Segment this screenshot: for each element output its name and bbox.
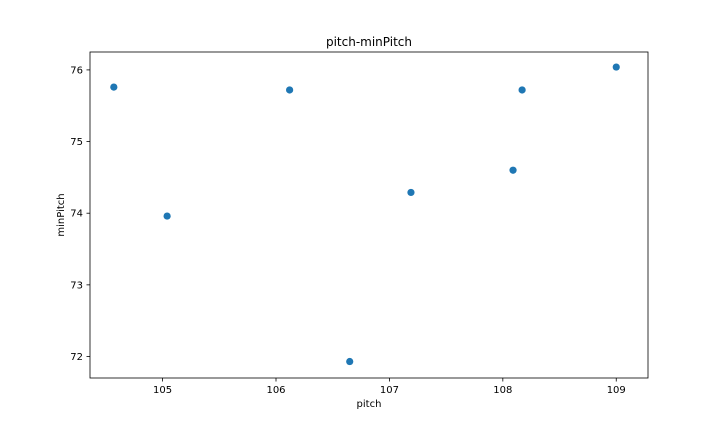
plot-frame bbox=[89, 51, 649, 379]
y-axis-label: minPitch bbox=[56, 193, 67, 236]
data-points bbox=[110, 63, 620, 366]
y-tick-label: 72 bbox=[70, 352, 83, 363]
x-tick-label: 106 bbox=[266, 385, 285, 396]
y-tick-label: 73 bbox=[70, 280, 83, 291]
x-tick-label: 107 bbox=[380, 385, 399, 396]
data-point-3 bbox=[286, 86, 294, 94]
data-point-5 bbox=[407, 188, 415, 197]
x-tick-label: 108 bbox=[493, 385, 512, 396]
y-axis-ticks: 72 73 74 75 76 bbox=[70, 65, 90, 363]
data-point-1 bbox=[110, 83, 118, 91]
y-tick-label: 75 bbox=[70, 137, 83, 148]
x-axis-ticks: 105 106 107 108 109 bbox=[153, 378, 626, 396]
y-tick-label: 76 bbox=[70, 65, 83, 76]
data-point-2 bbox=[163, 212, 171, 220]
data-point-8 bbox=[612, 63, 620, 71]
y-tick-label: 74 bbox=[70, 209, 83, 220]
data-point-4 bbox=[346, 357, 354, 366]
x-axis-label: pitch bbox=[357, 399, 382, 410]
plot-area bbox=[90, 52, 648, 378]
data-point-7 bbox=[518, 86, 526, 94]
data-point-6 bbox=[509, 166, 517, 174]
chart-title: pitch-minPitch bbox=[326, 35, 412, 49]
x-tick-label: 109 bbox=[607, 385, 626, 396]
x-tick-label: 105 bbox=[153, 385, 172, 396]
